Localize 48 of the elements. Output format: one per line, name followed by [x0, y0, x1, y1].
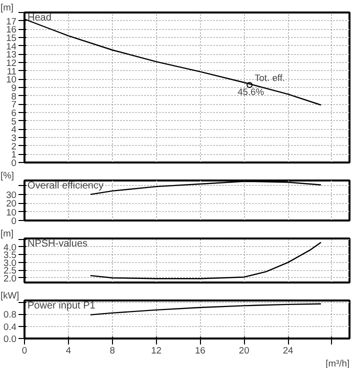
y-tick-label: 0.4: [4, 322, 16, 332]
y-tick-label: 7: [11, 100, 17, 110]
y-tick-label: 5: [11, 116, 17, 126]
y-tick-label: 15: [6, 33, 17, 43]
chart-title: NPSH-values: [28, 238, 88, 250]
x-tick-label: 16: [194, 346, 206, 356]
y-axis-title: [%]: [0, 170, 14, 180]
y-tick-label: 0.0: [4, 334, 16, 344]
y-tick-label: 8: [11, 91, 17, 102]
y-tick-label: 20: [6, 198, 17, 209]
y-tick-label: 0.8: [4, 310, 16, 320]
y-tick-label: 3.5: [4, 250, 16, 260]
x-tick-label: 0: [22, 346, 28, 356]
line-series: [90, 242, 322, 280]
chart-title: Power input P1: [28, 300, 96, 312]
x-tick-label: 4: [66, 346, 72, 356]
y-axis-title: [m]: [0, 228, 14, 238]
y-tick-label: 3: [11, 133, 17, 143]
y-tick-label: 6: [11, 108, 17, 118]
y-tick-label: 0: [11, 158, 17, 168]
y-tick-label: 16: [6, 24, 17, 35]
y-tick-label: 4.0: [4, 242, 16, 252]
y-tick-label: 2.0: [4, 273, 16, 284]
y-tick-label: 12: [6, 58, 17, 68]
chart-title: Overall efficiency: [28, 180, 104, 192]
annotation: Tot. eff.: [254, 73, 286, 83]
y-tick-label: 4: [11, 124, 17, 135]
x-tick-label: 24: [282, 346, 294, 356]
y-axis-title: [m]: [0, 2, 14, 12]
y-tick-label: 30: [6, 190, 17, 200]
y-tick-label: 14: [6, 41, 17, 52]
x-tick-label: 12: [151, 346, 162, 356]
y-tick-label: 1: [11, 150, 17, 160]
y-tick-label: 0: [11, 216, 17, 226]
y-tick-label: 9: [11, 83, 17, 93]
annotation: 45.6%: [238, 87, 264, 97]
x-tick-label: 8: [110, 346, 115, 356]
y-tick-label: 2: [11, 141, 17, 152]
x-tick-label: 20: [238, 346, 250, 356]
y-axis-title: [kW]: [0, 290, 20, 300]
y-tick-label: 11: [6, 66, 17, 76]
y-tick-label: 10: [6, 207, 17, 218]
y-tick-label: 17: [6, 16, 17, 26]
y-tick-label: 13: [6, 50, 17, 60]
chart-title: Head: [28, 12, 52, 24]
y-tick-label: 2.5: [4, 266, 16, 276]
y-tick-label: 3.0: [4, 258, 16, 268]
y-tick-label: 10: [6, 74, 17, 85]
